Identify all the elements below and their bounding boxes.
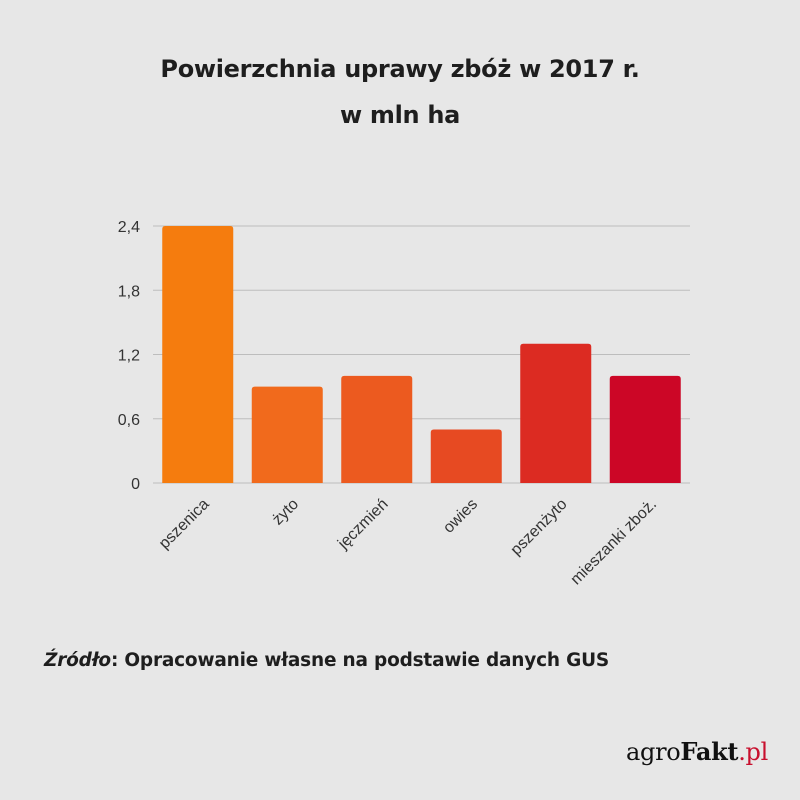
logo-part-fakt: Fakt — [680, 737, 739, 766]
x-tick-label: mieszanki zboż. — [568, 496, 661, 589]
x-tick-label: żyto — [269, 496, 302, 529]
y-tick-label: 1,2 — [118, 348, 140, 365]
logo-part-agro: agro — [626, 738, 681, 766]
bar — [520, 343, 592, 483]
bar — [341, 375, 413, 483]
y-axis-ticks: 0 0,6 1,2 1,8 2,4 — [118, 219, 140, 493]
bar-chart: 0 0,6 1,2 1,8 2,4 pszenica żyto jęczmień owies p… — [118, 219, 690, 589]
y-tick-label: 0 — [131, 476, 140, 493]
agrofakt-logo: agroFakt.pl — [626, 737, 768, 766]
x-axis-ticks: pszenica żyto jęczmień owies pszenżytomiesza… — [156, 496, 660, 589]
x-tick-label: jęczmień — [334, 496, 391, 553]
y-tick-label: 0,6 — [118, 412, 140, 429]
bar — [609, 375, 681, 483]
grid-lines — [153, 225, 690, 484]
source-text: Opracowanie własne na podstawie danych G… — [124, 650, 610, 671]
x-tick-label: pszenica — [156, 496, 213, 553]
source-note: Źródło: Opracowanie własne na podstawie … — [44, 650, 609, 671]
bars — [162, 226, 681, 483]
bar — [430, 429, 502, 483]
source-label: Źródło — [44, 650, 111, 671]
logo-part-pl: .pl — [738, 738, 768, 766]
source-separator: : — [110, 650, 125, 671]
chart-subtitle: w mln ha — [339, 101, 461, 129]
bar — [162, 226, 234, 483]
x-tick-label: pszenżyto — [508, 496, 571, 559]
y-tick-label: 1,8 — [118, 283, 140, 300]
chart-title: Powierzchnia uprawy zbóż w 2017 r. — [160, 55, 640, 83]
bar — [251, 386, 323, 483]
x-tick-label: owies — [440, 496, 481, 537]
y-tick-label: 2,4 — [118, 219, 140, 236]
